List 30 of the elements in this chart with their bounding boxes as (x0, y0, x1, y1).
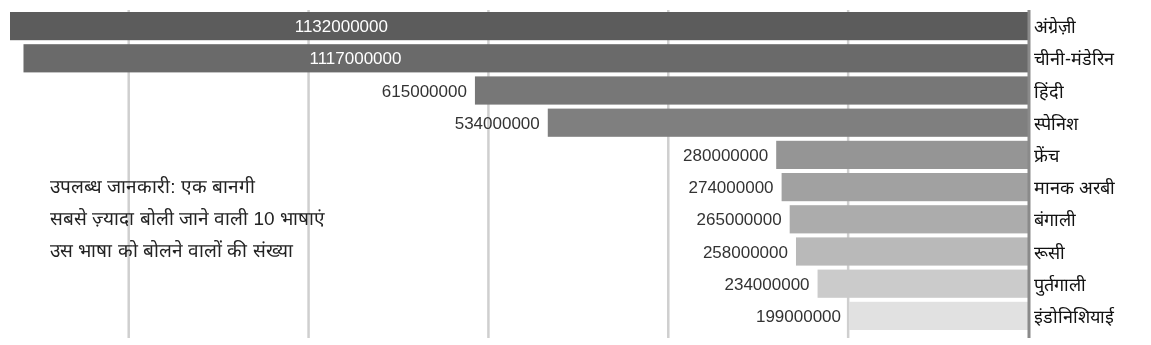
data-label: 258000000 (702, 242, 788, 262)
data-label: 1132000000 (294, 17, 388, 37)
bar (849, 301, 1028, 330)
text: सबसे ज़्यादा बोली जाने वाली 10 भाषाएं (50, 207, 325, 229)
data-label: 265000000 (696, 210, 782, 230)
annotation: उस भाषा को बोलने वालों की संख्या (50, 239, 294, 261)
y-tick-label: बंगाली (1034, 209, 1076, 231)
y-tick-label: पुर्तगाली (1034, 273, 1086, 296)
y-tick-label: रूसी (1034, 241, 1065, 263)
y-tick-label: अंग्रेज़ी (1034, 16, 1076, 38)
text: उपलब्ध जानकारी: एक बानगी (50, 175, 257, 197)
data-label: 234000000 (724, 274, 810, 294)
data-label: 615000000 (381, 81, 467, 101)
y-tick-label: स्पेनिश (1034, 112, 1079, 134)
bar (474, 76, 1028, 105)
data-label: 280000000 (683, 145, 769, 165)
y-tick-label: इंडोनिशियाई (1034, 305, 1115, 327)
bar (781, 173, 1028, 202)
data-label: 1117000000 (309, 49, 402, 69)
bar (23, 44, 1028, 73)
y-tick-label: हिंदी (1034, 80, 1064, 102)
y-tick-label: फ्रेंच (1034, 144, 1060, 166)
bar (795, 237, 1028, 266)
bar (789, 205, 1028, 234)
y-tick-label: मानक अरबी (1034, 177, 1116, 199)
data-label: 534000000 (454, 113, 540, 133)
data-label: 199000000 (755, 306, 842, 326)
bar (10, 12, 1028, 41)
y-tick-label: चीनी-मंडेरिन (1034, 48, 1115, 70)
data-label: 274000000 (688, 178, 774, 198)
